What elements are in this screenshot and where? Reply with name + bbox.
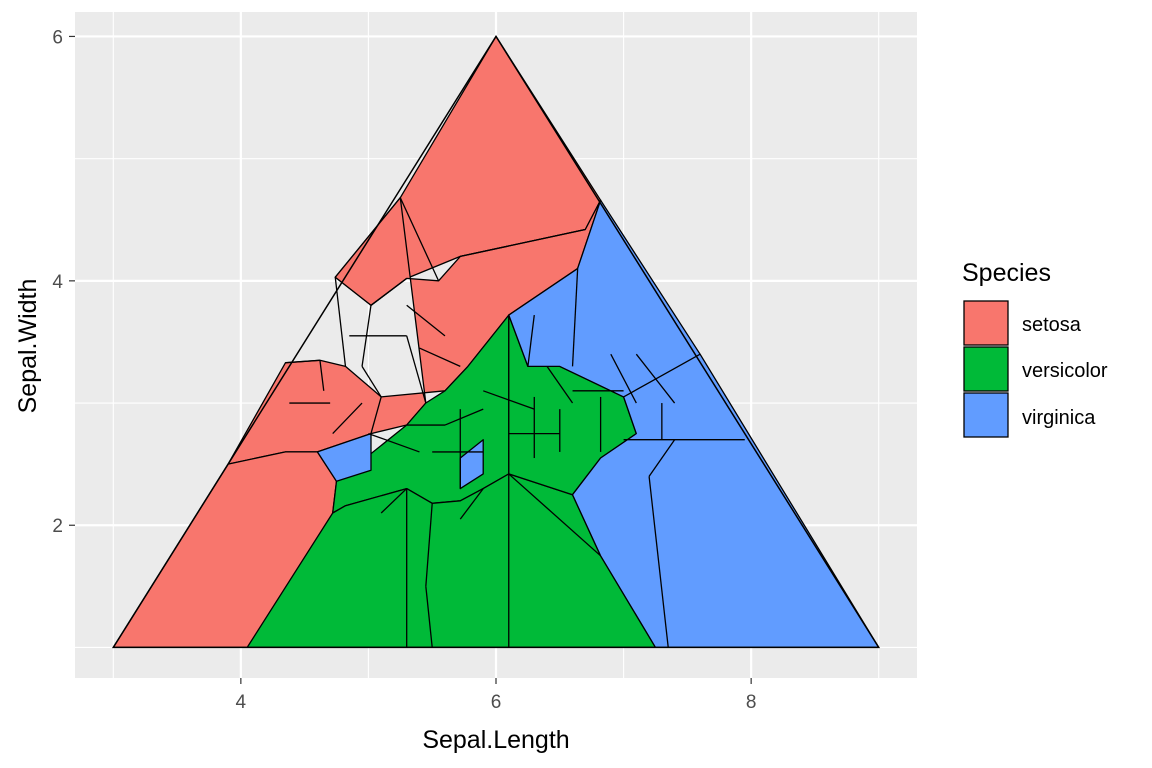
voronoi-edge — [648, 476, 669, 648]
voronoi-regions — [112, 35, 880, 649]
voronoi-edge — [571, 268, 579, 367]
x-axis-title: Sepal.Length — [422, 726, 569, 754]
x-tick-label: 4 — [236, 692, 247, 713]
voronoi-edge — [508, 473, 602, 557]
y-axis-title: Sepal.Width — [14, 279, 42, 414]
voronoi-edge — [406, 304, 446, 337]
bounding-triangle — [111, 34, 881, 649]
legend-title: Species — [962, 259, 1051, 287]
voronoi-edge — [425, 503, 433, 587]
voronoi-edge — [623, 353, 701, 398]
legend-item-setosa: setosa — [963, 300, 1082, 346]
legend-item-versicolor: versicolor — [963, 346, 1108, 392]
legend-key-versicolor — [963, 346, 1009, 392]
voronoi-edge — [334, 277, 347, 367]
voronoi-edge — [527, 314, 535, 367]
legend-key-setosa — [963, 300, 1009, 346]
y-tick-label: 6 — [52, 27, 63, 48]
y-axis-ticks: 2 4 6 — [52, 27, 75, 537]
voronoi-edge — [459, 488, 484, 520]
legend: Species setosa versicolor virginica — [962, 259, 1108, 438]
voronoi-edge — [399, 197, 440, 282]
voronoi-edge — [380, 488, 408, 514]
voronoi-edge — [419, 347, 461, 367]
voronoi-edge — [332, 402, 363, 435]
x-axis-ticks: 4 6 8 — [236, 678, 757, 713]
legend-item-virginica: virginica — [963, 392, 1096, 438]
voronoi-edge — [361, 366, 382, 398]
voronoi-edge — [368, 432, 420, 453]
y-tick-label: 2 — [52, 516, 63, 537]
y-tick-label: 4 — [52, 272, 63, 293]
voronoi-edges — [285, 197, 745, 648]
voronoi-edge — [425, 586, 433, 648]
legend-label-virginica: virginica — [1022, 407, 1096, 429]
voronoi-edge — [546, 366, 574, 404]
legend-label-setosa: setosa — [1022, 314, 1082, 336]
x-tick-label: 8 — [746, 692, 757, 713]
voronoi-edge — [370, 396, 382, 434]
x-tick-label: 6 — [491, 692, 502, 713]
voronoi-edge — [610, 353, 637, 404]
voronoi-edge — [483, 390, 535, 410]
voronoi-edge — [370, 277, 408, 306]
voronoi-edge — [444, 408, 484, 426]
voronoi-edge — [460, 228, 586, 258]
voronoi-edge — [648, 439, 676, 477]
voronoi-edge — [319, 360, 325, 391]
legend-label-versicolor: versicolor — [1022, 360, 1108, 382]
voronoi-edge — [406, 335, 427, 404]
legend-key-virginica — [963, 392, 1009, 438]
triangle-outline — [111, 34, 881, 649]
voronoi-cell-virginica — [316, 432, 372, 482]
